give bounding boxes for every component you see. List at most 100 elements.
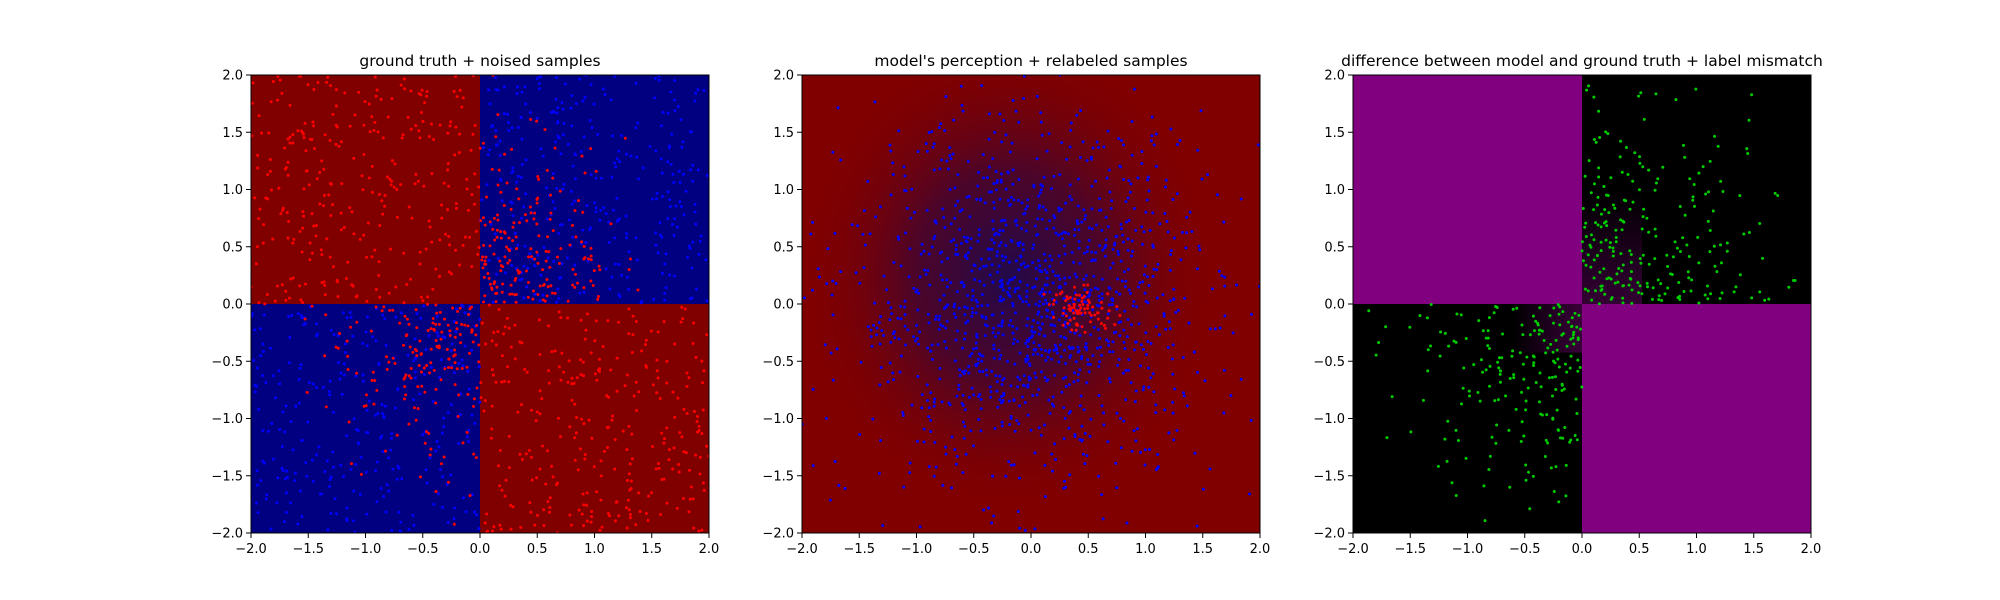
scatter-point xyxy=(570,202,574,206)
scatter-point xyxy=(1102,323,1106,327)
scatter-point xyxy=(1720,291,1724,295)
scatter-point xyxy=(349,467,353,471)
scatter-point xyxy=(1016,509,1020,513)
scatter-point xyxy=(1709,292,1713,296)
scatter-point xyxy=(928,283,932,287)
quadrant-top-left xyxy=(251,75,480,304)
scatter-point xyxy=(683,307,687,311)
scatter-point xyxy=(365,299,369,303)
scatter-point xyxy=(1614,236,1618,240)
scatter-point xyxy=(914,290,918,294)
scatter-point xyxy=(1515,306,1519,310)
scatter-point xyxy=(258,207,262,211)
scatter-point xyxy=(1164,327,1168,331)
scatter-point xyxy=(1051,281,1055,285)
scatter-point xyxy=(279,212,283,216)
scatter-point xyxy=(491,300,495,304)
scatter-point xyxy=(337,144,341,148)
scatter-point xyxy=(1138,281,1142,285)
scatter-point xyxy=(507,380,511,384)
scatter-point xyxy=(1096,328,1100,332)
scatter-point xyxy=(1713,134,1717,138)
scatter-point xyxy=(1511,349,1515,353)
scatter-point xyxy=(1088,362,1092,366)
scatter-point xyxy=(1585,88,1589,92)
scatter-point xyxy=(1119,259,1123,263)
scatter-point xyxy=(1156,452,1160,456)
scatter-point xyxy=(1013,429,1017,433)
scatter-point xyxy=(1079,311,1083,315)
scatter-point xyxy=(582,503,586,507)
scatter-point xyxy=(952,305,956,309)
scatter-point xyxy=(1057,233,1061,237)
scatter-point xyxy=(1597,302,1601,306)
scatter-point xyxy=(1146,178,1150,182)
scatter-point xyxy=(1076,373,1080,377)
scatter-point xyxy=(391,356,395,360)
scatter-point xyxy=(673,342,677,346)
scatter-point xyxy=(413,337,417,341)
scatter-point xyxy=(933,440,937,444)
scatter-point xyxy=(508,292,512,296)
scatter-point xyxy=(655,197,659,201)
scatter-point xyxy=(1142,273,1146,277)
scatter-point xyxy=(283,146,287,150)
scatter-point xyxy=(1510,354,1514,358)
scatter-point xyxy=(496,218,500,222)
scatter-point xyxy=(455,95,459,99)
scatter-point xyxy=(1073,285,1077,289)
scatter-point xyxy=(304,149,308,153)
scatter-point xyxy=(1085,454,1089,458)
scatter-point xyxy=(471,340,475,344)
scatter-point xyxy=(499,178,503,182)
scatter-point xyxy=(425,481,429,485)
scatter-point xyxy=(991,280,995,284)
scatter-point xyxy=(377,192,381,196)
scatter-point xyxy=(616,218,620,222)
scatter-point xyxy=(691,179,695,183)
scatter-point xyxy=(560,351,564,355)
scatter-point xyxy=(945,285,949,289)
scatter-point xyxy=(1487,346,1491,350)
scatter-point xyxy=(281,410,285,414)
scatter-point xyxy=(556,134,560,138)
scatter-point xyxy=(873,100,877,104)
scatter-point xyxy=(429,361,433,365)
scatter-point xyxy=(277,369,281,373)
scatter-point xyxy=(660,431,664,435)
scatter-point xyxy=(355,371,359,375)
scatter-point xyxy=(1062,244,1066,248)
scatter-point xyxy=(972,347,976,351)
scatter-point xyxy=(395,215,399,219)
scatter-point xyxy=(466,392,470,396)
scatter-point xyxy=(1495,306,1499,310)
scatter-point xyxy=(1061,312,1065,316)
scatter-point xyxy=(1111,350,1115,354)
scatter-point xyxy=(1592,208,1596,212)
scatter-point xyxy=(1196,148,1200,152)
scatter-point xyxy=(1091,354,1095,358)
scatter-point xyxy=(917,291,921,295)
scatter-point xyxy=(925,149,929,153)
scatter-point xyxy=(962,436,966,440)
scatter-point xyxy=(1171,197,1175,201)
scatter-point xyxy=(1725,241,1729,245)
scatter-point xyxy=(255,483,259,487)
scatter-point xyxy=(343,91,347,95)
scatter-point xyxy=(310,212,314,216)
scatter-point xyxy=(294,404,298,408)
scatter-point xyxy=(557,365,561,369)
scatter-point xyxy=(498,139,502,143)
scatter-point xyxy=(1050,310,1054,314)
scatter-point xyxy=(1162,312,1166,316)
x-tick-label: −1.5 xyxy=(843,542,875,557)
scatter-point xyxy=(1001,333,1005,337)
scatter-point xyxy=(322,280,326,284)
scatter-point xyxy=(495,291,499,295)
scatter-point xyxy=(628,516,632,520)
scatter-point xyxy=(508,258,512,262)
scatter-point xyxy=(1703,293,1707,297)
scatter-point xyxy=(286,160,290,164)
scatter-point xyxy=(500,380,504,384)
scatter-point xyxy=(470,265,474,269)
